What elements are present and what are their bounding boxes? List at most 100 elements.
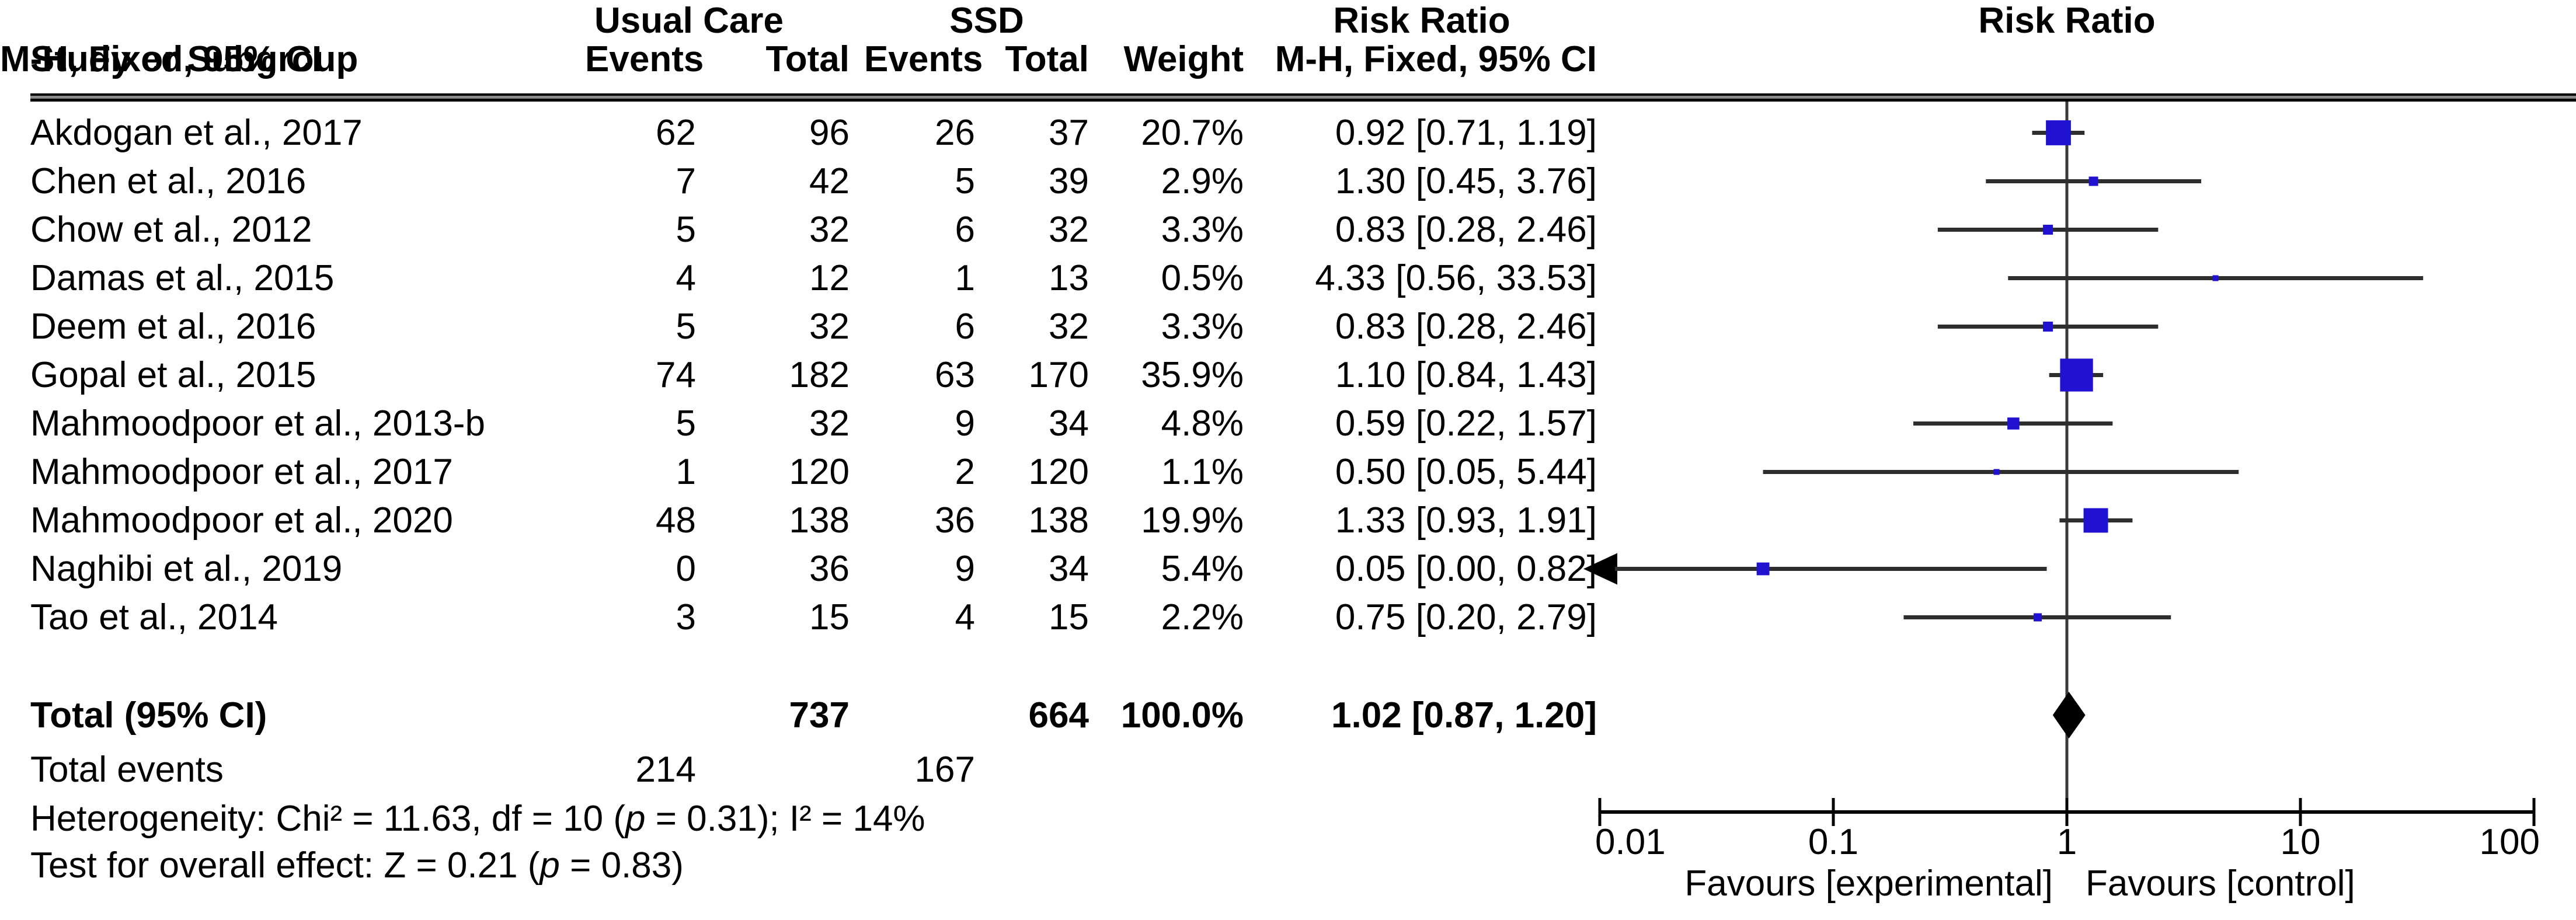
cell-ssd-total: 15 bbox=[1049, 597, 1089, 637]
cell-ssd-total: 170 bbox=[1028, 355, 1089, 395]
total-events-uc: 214 bbox=[635, 750, 696, 790]
cell-ssd-events: 1 bbox=[955, 258, 975, 298]
table-row: Gopal et al., 2015 74 182 63 170 35.9% 1.10 [0… bbox=[0, 351, 1600, 399]
heterogeneity-text-pre: Heterogeneity: Chi² = 11.63, df = 10 ( bbox=[30, 799, 626, 839]
cell-study-name: Gopal et al., 2015 bbox=[30, 355, 316, 395]
effect-square bbox=[1756, 562, 1770, 576]
cell-ssd-total: 37 bbox=[1049, 113, 1089, 153]
cell-ci-text: 4.33 [0.56, 33.53] bbox=[1315, 258, 1597, 298]
effect-method-header: M-H, Fixed, 95% CI bbox=[1275, 39, 1597, 79]
cell-ssd-events: 5 bbox=[955, 161, 975, 201]
cell-ssd-total: 138 bbox=[1028, 500, 1089, 541]
cell-ci-text: 0.59 [0.22, 1.57] bbox=[1335, 403, 1597, 444]
cell-ci-text: 0.83 [0.28, 2.46] bbox=[1335, 210, 1597, 250]
cell-study-name: Mahmoodpoor et al., 2013-b bbox=[30, 403, 485, 444]
table-row: Chen et al., 2016 7 42 5 39 2.9% 1.30 [0.45, 3… bbox=[0, 157, 1600, 205]
cell-study-name: Chen et al., 2016 bbox=[30, 161, 307, 201]
total-uc-total: 737 bbox=[789, 695, 850, 736]
ci-arrow-left bbox=[1583, 553, 1617, 585]
total-events-row: Total events 214 167 bbox=[0, 745, 1600, 794]
cell-uc-events: 74 bbox=[656, 355, 696, 395]
cell-weight: 20.7% bbox=[1141, 113, 1244, 153]
effect-square bbox=[2088, 176, 2098, 186]
cell-uc-total: 12 bbox=[809, 258, 850, 298]
cell-study-name: Deem et al., 2016 bbox=[30, 306, 316, 347]
cell-ssd-total: 13 bbox=[1049, 258, 1089, 298]
cell-weight: 0.5% bbox=[1161, 258, 1244, 298]
cell-ssd-total: 32 bbox=[1049, 306, 1089, 347]
cell-study-name: Chow et al., 2012 bbox=[30, 210, 312, 250]
effect-square bbox=[2046, 120, 2071, 145]
effect-square bbox=[2034, 613, 2042, 622]
header-rule bbox=[30, 93, 2576, 102]
cell-uc-events: 4 bbox=[676, 258, 696, 298]
cell-uc-events: 1 bbox=[676, 452, 696, 492]
cell-uc-events: 48 bbox=[656, 500, 696, 541]
cell-ci-text: 0.75 [0.20, 2.79] bbox=[1335, 597, 1597, 637]
total-events-ssd: 167 bbox=[914, 750, 975, 790]
cell-ssd-events: 63 bbox=[935, 355, 975, 395]
effect-square bbox=[2060, 358, 2093, 392]
cell-ci-text: 0.05 [0.00, 0.82] bbox=[1335, 549, 1597, 589]
x-tick-label: 100 bbox=[2479, 822, 2540, 862]
total-ssd-total: 664 bbox=[1028, 695, 1089, 736]
uc-total-column-header: Total bbox=[765, 39, 850, 79]
ssd-events-column-header: Events bbox=[864, 39, 983, 79]
cell-ssd-total: 39 bbox=[1049, 161, 1089, 201]
overall-effect-line: Test for overall effect: Z = 0.21 (p = 0… bbox=[30, 841, 684, 890]
total-label: Total (95% CI) bbox=[30, 695, 267, 736]
effect-column-header: Risk Ratio bbox=[1333, 1, 1510, 41]
cell-study-name: Tao et al., 2014 bbox=[30, 597, 278, 637]
cell-ssd-events: 36 bbox=[935, 500, 975, 541]
cell-ci-text: 1.30 [0.45, 3.76] bbox=[1335, 161, 1597, 201]
cell-uc-total: 32 bbox=[809, 210, 850, 250]
total-row: Total (95% CI) 737 664 100.0% 1.02 [0.87… bbox=[0, 691, 1600, 740]
cell-weight: 5.4% bbox=[1161, 549, 1244, 589]
cell-ssd-events: 2 bbox=[955, 452, 975, 492]
p-symbol: p bbox=[539, 845, 560, 886]
cell-uc-total: 96 bbox=[809, 113, 850, 153]
cell-ci-text: 1.10 [0.84, 1.43] bbox=[1335, 355, 1597, 395]
cell-ssd-events: 9 bbox=[955, 403, 975, 444]
p-symbol: p bbox=[625, 799, 646, 839]
cell-uc-events: 5 bbox=[676, 403, 696, 444]
x-tick-label: 0.1 bbox=[1808, 822, 1859, 862]
cell-uc-total: 138 bbox=[789, 500, 850, 541]
cell-uc-total: 15 bbox=[809, 597, 850, 637]
uc-events-column-header: Events bbox=[585, 39, 704, 79]
cell-ssd-events: 6 bbox=[955, 306, 975, 347]
cell-weight: 19.9% bbox=[1141, 500, 1244, 541]
cell-uc-events: 7 bbox=[676, 161, 696, 201]
cell-ci-text: 0.50 [0.05, 5.44] bbox=[1335, 452, 1597, 492]
cell-uc-events: 3 bbox=[676, 597, 696, 637]
cell-uc-total: 182 bbox=[789, 355, 850, 395]
cell-ssd-events: 26 bbox=[935, 113, 975, 153]
effect-square bbox=[2083, 508, 2108, 533]
cell-weight: 1.1% bbox=[1161, 452, 1244, 492]
cell-weight: 2.9% bbox=[1161, 161, 1244, 201]
cell-uc-events: 5 bbox=[676, 306, 696, 347]
table-row: Mahmoodpoor et al., 2020 48 138 36 138 19.9% 1… bbox=[0, 496, 1600, 545]
cell-uc-total: 36 bbox=[809, 549, 850, 589]
effect-square bbox=[2043, 321, 2053, 332]
cell-study-name: Akdogan et al., 2017 bbox=[30, 113, 363, 153]
cell-uc-events: 0 bbox=[676, 549, 696, 589]
cell-study-name: Naghibi et al., 2019 bbox=[30, 549, 343, 589]
group-header-usual-care: Usual Care bbox=[594, 1, 784, 41]
cell-uc-total: 120 bbox=[789, 452, 850, 492]
total-weight: 100.0% bbox=[1120, 695, 1244, 736]
table-row: Mahmoodpoor et al., 2013-b 5 32 9 34 4.8% 0.59… bbox=[0, 399, 1600, 448]
overall-effect-text-post: = 0.83) bbox=[559, 845, 684, 886]
study-column-header: Study or Subgroup bbox=[30, 39, 358, 79]
table-row: Damas et al., 2015 4 12 1 13 0.5% 4.33 [0.56, … bbox=[0, 254, 1600, 302]
favours-right-label: Favours [control] bbox=[2086, 863, 2355, 904]
table-row: Naghibi et al., 2019 0 36 9 34 5.4% 0.05 [0.00… bbox=[0, 545, 1600, 593]
cell-uc-events: 5 bbox=[676, 210, 696, 250]
favours-left-label: Favours [experimental] bbox=[1684, 863, 2053, 904]
cell-study-name: Mahmoodpoor et al., 2017 bbox=[30, 452, 453, 492]
plot-method-header: M-H, Fixed, 95% CI bbox=[0, 39, 322, 79]
cell-weight: 3.3% bbox=[1161, 306, 1244, 347]
cell-uc-total: 32 bbox=[809, 306, 850, 347]
cell-uc-events: 62 bbox=[656, 113, 696, 153]
